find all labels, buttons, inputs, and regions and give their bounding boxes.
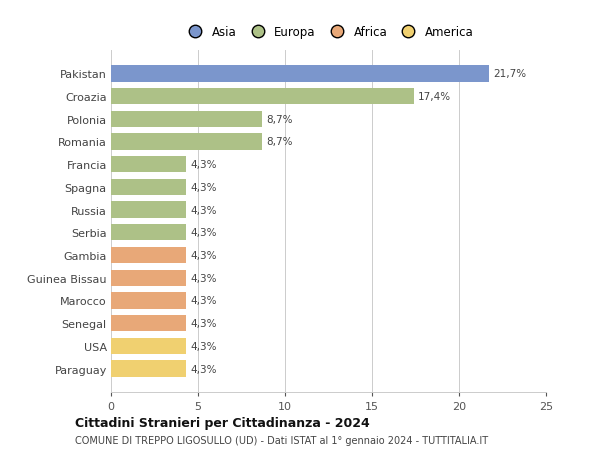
Bar [111, 315, 186, 331]
Bar [111, 157, 186, 173]
Bar [111, 89, 414, 105]
Bar [111, 293, 186, 309]
Text: 17,4%: 17,4% [418, 92, 451, 102]
Text: 4,3%: 4,3% [190, 319, 217, 329]
Text: COMUNE DI TREPPO LIGOSULLO (UD) - Dati ISTAT al 1° gennaio 2024 - TUTTITALIA.IT: COMUNE DI TREPPO LIGOSULLO (UD) - Dati I… [75, 435, 488, 445]
Text: 8,7%: 8,7% [267, 114, 293, 124]
Text: 4,3%: 4,3% [190, 273, 217, 283]
Bar [111, 112, 262, 128]
Bar [111, 66, 488, 82]
Bar [111, 134, 262, 150]
Bar [111, 361, 186, 377]
Text: 8,7%: 8,7% [267, 137, 293, 147]
Text: 21,7%: 21,7% [493, 69, 526, 79]
Bar [111, 179, 186, 196]
Text: 4,3%: 4,3% [190, 183, 217, 192]
Text: 4,3%: 4,3% [190, 296, 217, 306]
Text: 4,3%: 4,3% [190, 251, 217, 260]
Bar [111, 202, 186, 218]
Bar [111, 224, 186, 241]
Text: 4,3%: 4,3% [190, 160, 217, 170]
Bar [111, 338, 186, 354]
Text: 4,3%: 4,3% [190, 341, 217, 351]
Bar [111, 270, 186, 286]
Text: 4,3%: 4,3% [190, 364, 217, 374]
Legend: Asia, Europa, Africa, America: Asia, Europa, Africa, America [180, 22, 477, 42]
Bar [111, 247, 186, 263]
Text: 4,3%: 4,3% [190, 205, 217, 215]
Text: 4,3%: 4,3% [190, 228, 217, 238]
Text: Cittadini Stranieri per Cittadinanza - 2024: Cittadini Stranieri per Cittadinanza - 2… [75, 416, 370, 429]
